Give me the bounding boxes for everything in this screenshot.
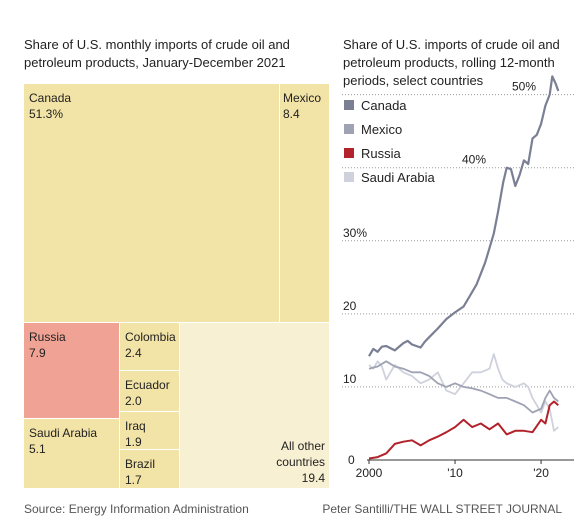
source-note: Source: Energy Information Administratio… [24,502,249,516]
treemap: Canada 51.3% Mexico 8.4 Russia 7.9 Saudi Arabi… [24,84,330,489]
treemap-cell-ecuador: Ecuador 2.0 [120,371,180,412]
legend-label-russia: Russia [361,146,402,161]
y-tick-label: 50% [512,80,536,94]
treemap-cell-iraq: Iraq 1.9 [120,412,180,450]
treemap-label-mexico: Mexico [283,91,322,105]
legend-label-mexico: Mexico [361,122,402,137]
treemap-value-russia: 7.9 [29,346,46,360]
line-chart-title: Share of U.S. imports of crude oil and p… [343,37,560,88]
series-line-mexico [368,360,559,414]
y-tick-label: 40% [462,153,486,167]
treemap-cell-colombia: Colombia 2.4 [120,323,180,371]
treemap-value-colombia: 2.4 [125,346,142,360]
treemap-label-all-other-countries: All other countries [276,439,325,469]
treemap-cell-canada: Canada 51.3% [24,84,280,323]
series-line-saudi-arabia [368,353,559,432]
treemap-label-colombia: Colombia [125,330,176,344]
credit-note: Peter Santilli/THE WALL STREET JOURNAL [322,502,562,516]
treemap-label-ecuador: Ecuador [125,378,170,392]
treemap-label-canada: Canada [29,91,72,105]
series-line-canada [368,75,560,357]
treemap-label-russia: Russia [29,330,66,344]
legend-label-saudi-arabia: Saudi Arabia [361,170,435,185]
treemap-cell-all-other-countries: All other countries 19.4 [180,323,330,489]
treemap-value-ecuador: 2.0 [125,394,142,408]
treemap-title: Share of U.S. monthly imports of crude o… [24,37,290,70]
treemap-cell-russia: Russia 7.9 [24,323,120,419]
treemap-cell-saudi-arabia: Saudi Arabia 5.1 [24,419,120,489]
treemap-cell-brazil: Brazil 1.7 [120,450,180,489]
y-tick-label: 30% [343,226,367,240]
y-tick-label: 0 [348,453,355,467]
treemap-label-brazil: Brazil [125,457,156,471]
treemap-value-brazil: 1.7 [125,473,142,487]
treemap-value-canada: 51.3% [29,107,64,121]
y-tick-label: 20 [343,299,357,313]
y-tick-label: 10 [343,372,357,386]
x-tick-label: 2000 [356,466,383,480]
legend-swatch-saudi-arabia [344,172,354,182]
treemap-cell-mexico: Mexico 8.4 [280,84,330,323]
legend-swatch-russia [344,148,354,158]
legend-swatch-mexico [344,124,354,134]
x-tick-label: '10 [447,466,463,480]
treemap-value-iraq: 1.9 [125,435,142,449]
treemap-label-saudi-arabia: Saudi Arabia [29,426,98,440]
legend-swatch-canada [344,100,354,110]
legend-label-canada: Canada [361,98,407,113]
treemap-value-mexico: 8.4 [283,107,300,121]
treemap-value-all-other-countries: 19.4 [301,471,325,485]
line-chart: 0 10 20 30% 40% 50% 2000 '10 '20 Canada Mexico Russ… [342,75,574,480]
series-line-russia [368,400,559,460]
treemap-value-saudi-arabia: 5.1 [29,442,46,456]
treemap-label-iraq: Iraq [125,419,146,433]
x-tick-label: '20 [533,466,549,480]
